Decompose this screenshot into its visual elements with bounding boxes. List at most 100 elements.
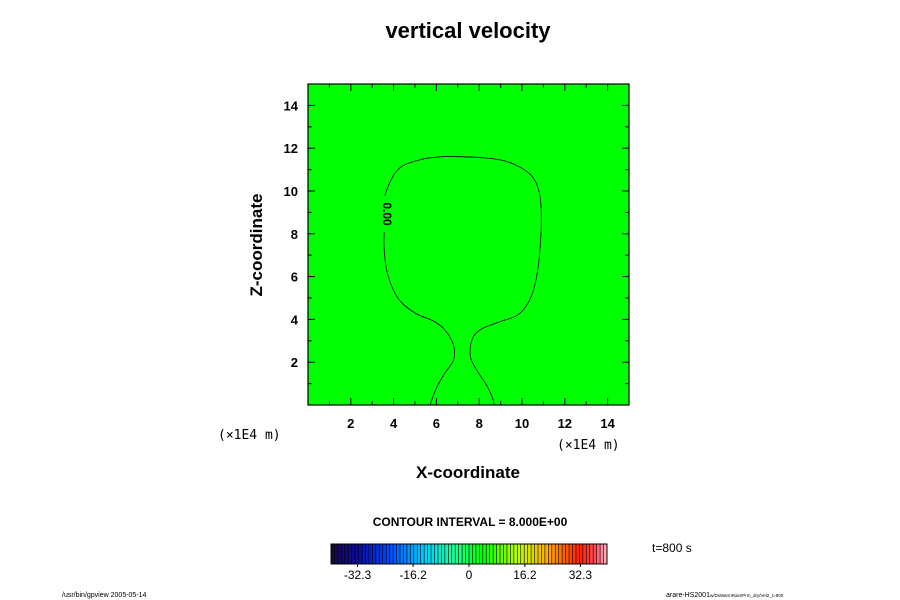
colorbar-tick-label: 0 — [466, 568, 473, 582]
colorbar-cell — [406, 544, 411, 564]
x-tick-label: 2 — [347, 416, 354, 431]
colorbar-cell — [355, 544, 359, 564]
footer-right: arare-HS2001w/DsWarmRain/Prm_dry/Vel2_t=… — [666, 592, 784, 599]
colorbar-cell — [337, 544, 342, 564]
plot-frame — [307, 83, 630, 406]
colorbar-cell — [534, 544, 539, 564]
y-tick-label: 4 — [291, 312, 299, 327]
colorbar-cell — [482, 544, 487, 564]
colorbar-cell — [410, 544, 415, 564]
colorbar-cell — [510, 544, 515, 564]
colorbar-cell — [334, 544, 339, 564]
colorbar-cell — [417, 544, 421, 564]
colorbar-cell — [541, 544, 546, 564]
y-tick-label: 14 — [284, 98, 299, 113]
colorbar-cell — [603, 544, 608, 564]
colorbar-cell — [455, 544, 459, 564]
colorbar-cell — [575, 544, 580, 564]
colorbar-cell — [520, 544, 525, 564]
time-label: t=800 s — [652, 541, 692, 555]
colorbar-cell — [506, 544, 511, 564]
colorbar-cell — [448, 544, 453, 564]
x-tick-label: 6 — [433, 416, 440, 431]
colorbar-cell — [565, 544, 570, 564]
colorbar-ticks: -32.3 -16.2 0 16.2 32.3 — [344, 564, 593, 582]
colorbar-cell — [420, 544, 425, 564]
colorbar-cell — [558, 544, 563, 564]
colorbar-cell — [582, 544, 587, 564]
colorbar-cell — [475, 544, 480, 564]
colorbar-cell — [569, 544, 573, 564]
colorbar-cell — [600, 544, 604, 564]
colorbar-cell — [434, 544, 439, 564]
colorbar-cell — [596, 544, 601, 564]
x-axis-ticks: 2 4 6 8 10 12 14 — [328, 84, 616, 431]
y-unit-label: (×1E4 m) — [218, 428, 281, 443]
contour-interval-label: CONTOUR INTERVAL = 8.000E+00 — [373, 515, 568, 529]
colorbar-cell — [593, 544, 597, 564]
x-tick-label: 4 — [390, 416, 398, 431]
x-tick-label: 14 — [600, 416, 615, 431]
colorbar-cell — [413, 544, 418, 564]
y-tick-label: 8 — [291, 227, 298, 242]
colorbar-cell — [469, 544, 473, 564]
x-axis-label: X-coordinate — [416, 463, 520, 482]
colorbar-cell — [437, 544, 442, 564]
y-tick-label: 12 — [284, 141, 298, 156]
colorbar-cell — [372, 544, 377, 564]
colorbar-cell — [555, 544, 559, 564]
colorbar-cell — [393, 544, 397, 564]
x-unit-label: (×1E4 m) — [557, 438, 620, 453]
colorbar-cell — [500, 544, 504, 564]
colorbar — [330, 544, 608, 564]
colorbar-cell — [465, 544, 470, 564]
colorbar-cell — [493, 544, 497, 564]
colorbar-cell — [441, 544, 446, 564]
colorbar-cell — [431, 544, 435, 564]
colorbar-cell — [358, 544, 363, 564]
colorbar-cell — [517, 544, 522, 564]
colorbar-cell — [368, 544, 373, 564]
colorbar-cell — [389, 544, 394, 564]
footer-right-main: arare-HS2001 — [666, 592, 710, 599]
colorbar-cell — [538, 544, 542, 564]
y-axis-ticks: 2 4 6 8 10 12 14 — [284, 98, 629, 385]
y-tick-label: 6 — [291, 270, 298, 285]
colorbar-cell — [527, 544, 532, 564]
y-tick-label: 10 — [284, 184, 298, 199]
colorbar-cell — [503, 544, 508, 564]
colorbar-cell — [586, 544, 591, 564]
contour-line-zero — [383, 156, 542, 406]
colorbar-cell — [331, 544, 335, 564]
colorbar-tick-label: -16.2 — [399, 568, 427, 582]
colorbar-cell — [444, 544, 449, 564]
x-tick-label: 12 — [558, 416, 572, 431]
x-tick-label: 10 — [515, 416, 529, 431]
colorbar-cell — [348, 544, 352, 564]
colorbar-cell — [551, 544, 556, 564]
colorbar-cell — [589, 544, 594, 564]
colorbar-cell — [458, 544, 463, 564]
colorbar-cell — [365, 544, 370, 564]
colorbar-cell — [375, 544, 380, 564]
colorbar-cell — [424, 544, 428, 564]
colorbar-cell — [341, 544, 346, 564]
colorbar-cell — [362, 544, 366, 564]
plot-area — [308, 84, 629, 405]
colorbar-cell — [379, 544, 384, 564]
colorbar-cell — [496, 544, 501, 564]
colorbar-cell — [427, 544, 432, 564]
chart-title: vertical velocity — [385, 18, 551, 43]
colorbar-cell — [524, 544, 528, 564]
y-axis-label: Z-coordinate — [247, 194, 266, 297]
y-tick-label: 2 — [291, 355, 298, 370]
colorbar-tick-label: -32.3 — [344, 568, 372, 582]
colorbar-tick-label: 16.2 — [513, 568, 537, 582]
colorbar-tick-label: 32.3 — [569, 568, 593, 582]
colorbar-cell — [386, 544, 390, 564]
colorbar-cell — [400, 544, 404, 564]
footer-left: /usr/bin/gpview 2005-05-14 — [62, 592, 147, 599]
colorbar-cell — [382, 544, 387, 564]
colorbar-cell — [486, 544, 490, 564]
